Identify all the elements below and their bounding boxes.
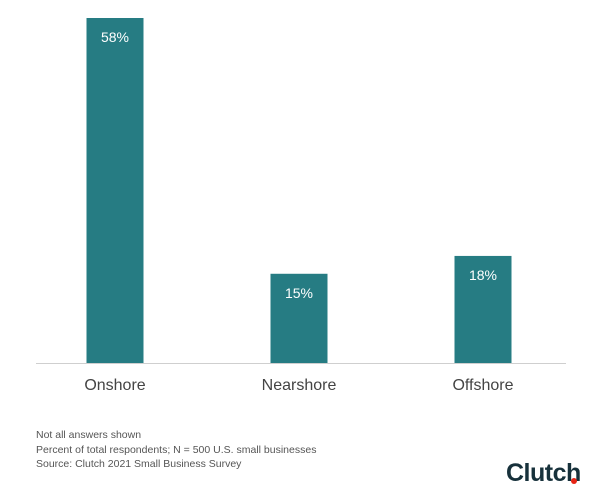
bars-group (86, 18, 512, 363)
labels-group: 58% Onshore 15% Nearshore 18% Offshore (84, 29, 513, 394)
bar-nearshore (270, 273, 328, 363)
bar-offshore (454, 255, 512, 363)
logo-dot (571, 478, 577, 484)
note-answers: Not all answers shown (36, 429, 142, 441)
bar-chart: 58% Onshore 15% Nearshore 18% Offshore (36, 18, 566, 394)
value-label-nearshore: 15% (285, 285, 313, 301)
value-label-offshore: 18% (469, 267, 497, 283)
category-label-offshore: Offshore (452, 377, 513, 394)
note-source: Source: Clutch 2021 Small Business Surve… (36, 458, 242, 470)
clutch-logo: Clutch (506, 459, 581, 487)
bar-onshore (86, 18, 144, 363)
category-label-nearshore: Nearshore (262, 377, 337, 394)
chart-notes: Not all answers shown Percent of total r… (36, 428, 316, 472)
category-label-onshore: Onshore (84, 377, 145, 394)
value-label-onshore: 58% (101, 29, 129, 45)
note-respondents: Percent of total respondents; N = 500 U.… (36, 443, 317, 456)
